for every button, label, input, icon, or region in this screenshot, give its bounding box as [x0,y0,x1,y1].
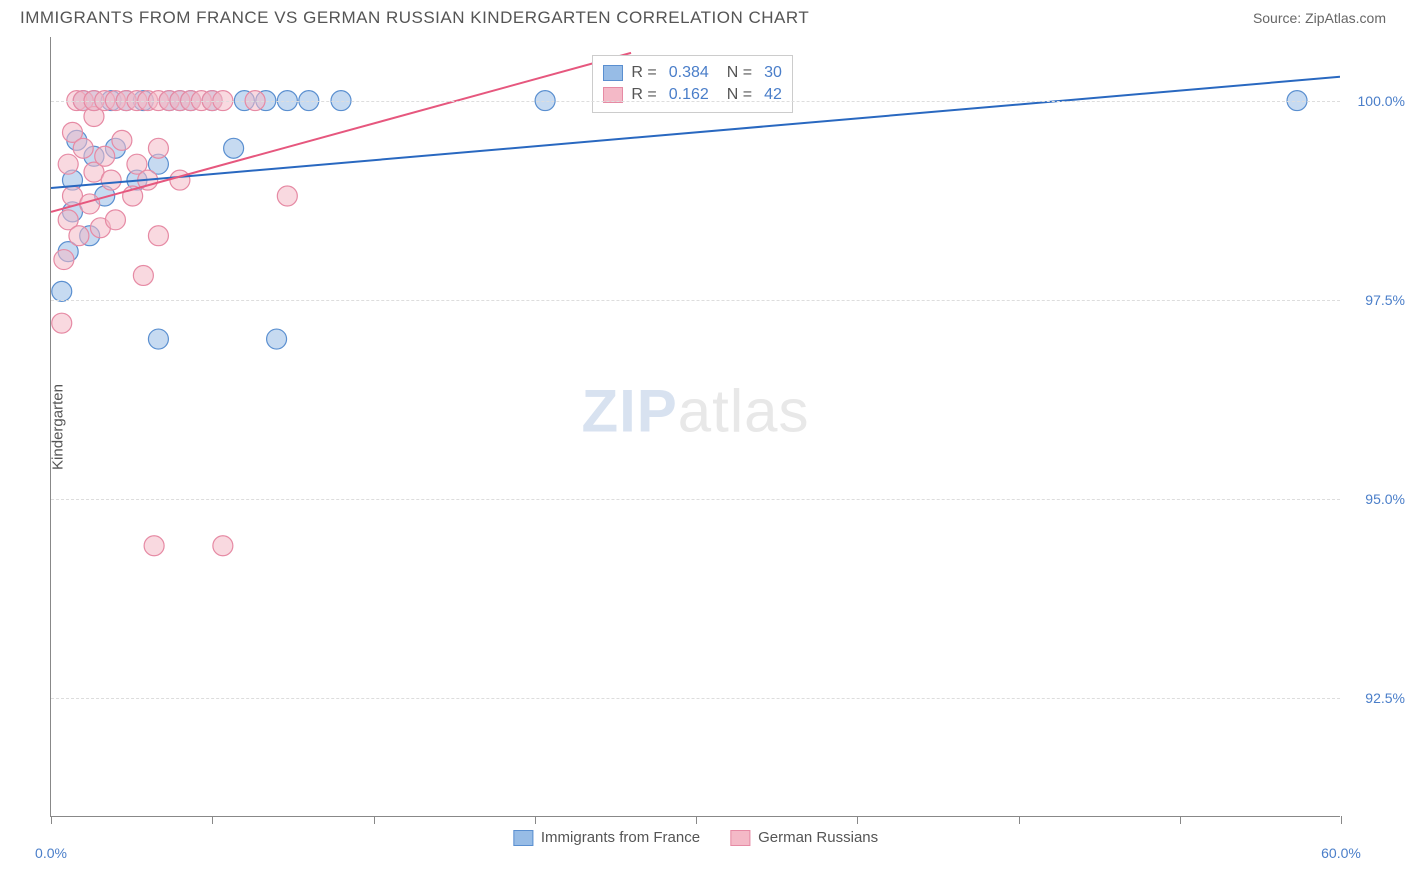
legend-swatch [730,830,750,846]
legend-swatch [513,830,533,846]
x-tick [1341,816,1342,824]
scatter-point [52,313,72,333]
scatter-point [277,186,297,206]
y-tick-label: 97.5% [1345,292,1405,308]
plot-svg [51,37,1340,816]
source-value: ZipAtlas.com [1305,10,1386,26]
x-tick [374,816,375,824]
scatter-point [105,210,125,230]
legend-row: R =0.162N =42 [603,84,782,106]
legend-n-value: 30 [764,64,782,82]
legend-r-label: R = [631,64,656,82]
scatter-point [148,138,168,158]
x-tick [212,816,213,824]
x-tick [1019,816,1020,824]
chart-container: Kindergarten ZIPatlas R =0.384N =30R =0.… [50,37,1386,817]
legend-n-label: N = [727,64,752,82]
x-tick-label: 60.0% [1321,845,1361,861]
legend-swatch [603,65,623,81]
bottom-legend-label: German Russians [758,829,878,846]
scatter-point [58,154,78,174]
x-tick [51,816,52,824]
chart-header: IMMIGRANTS FROM FRANCE VS GERMAN RUSSIAN… [0,0,1406,32]
y-tick-label: 95.0% [1345,491,1405,507]
bottom-legend-item: Immigrants from France [513,829,700,846]
bottom-legend: Immigrants from France German Russians [513,829,878,846]
scatter-point [170,170,190,190]
x-tick-label: 0.0% [35,845,67,861]
chart-title: IMMIGRANTS FROM FRANCE VS GERMAN RUSSIAN… [20,8,809,28]
scatter-point [54,250,74,270]
scatter-point [267,329,287,349]
trend-line [51,53,631,212]
scatter-point [148,226,168,246]
scatter-point [133,265,153,285]
scatter-point [224,138,244,158]
y-tick-label: 92.5% [1345,690,1405,706]
gridline [51,300,1340,301]
gridline [51,698,1340,699]
bottom-legend-item: German Russians [730,829,878,846]
gridline [51,101,1340,102]
legend-row: R = 0.384 N = 30 [603,62,782,84]
x-tick [857,816,858,824]
scatter-point [101,170,121,190]
scatter-point [144,536,164,556]
scatter-point [213,536,233,556]
scatter-point [95,146,115,166]
x-tick [535,816,536,824]
scatter-point [148,329,168,349]
scatter-point [73,138,93,158]
source-label: Source: [1253,10,1305,26]
scatter-point [69,226,89,246]
x-tick [1180,816,1181,824]
chart-source: Source: ZipAtlas.com [1253,10,1386,26]
legend-r-value: 0.384 [669,64,709,82]
scatter-point [112,130,132,150]
x-tick [696,816,697,824]
y-tick-label: 100.0% [1345,93,1405,109]
plot-area: ZIPatlas R =0.384N =30R =0.162N =42 Immi… [50,37,1340,817]
bottom-legend-label: Immigrants from France [541,829,700,846]
scatter-point [52,281,72,301]
legend-box: R = 0.384 N = 30 R =0.162N =42 [592,55,793,113]
gridline [51,499,1340,500]
